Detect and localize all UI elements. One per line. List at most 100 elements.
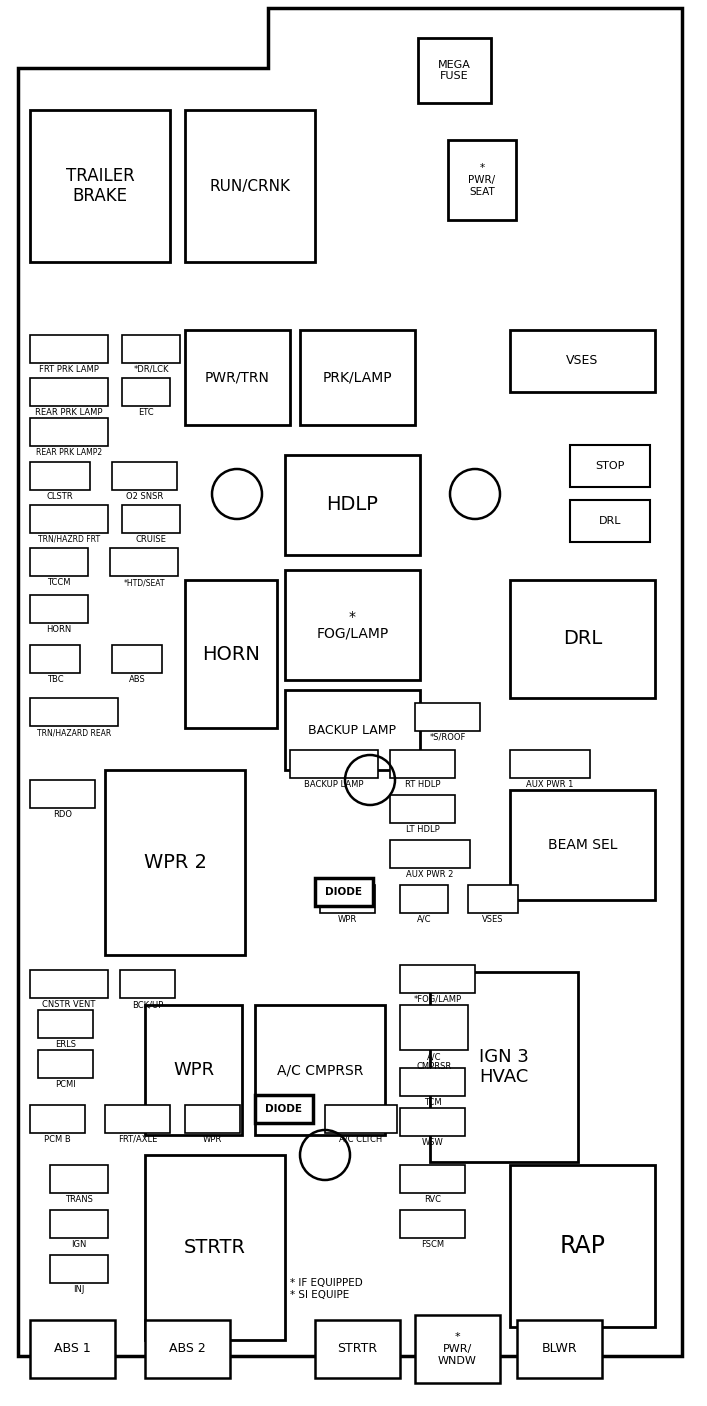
Bar <box>122 378 170 406</box>
Bar <box>255 1005 385 1135</box>
Text: RAP: RAP <box>559 1234 605 1258</box>
Text: PCMI: PCMI <box>55 1080 76 1090</box>
Bar <box>390 794 455 823</box>
Text: RDO: RDO <box>53 810 72 820</box>
Bar <box>400 1211 465 1239</box>
Text: A/C CMPRSR: A/C CMPRSR <box>277 1063 363 1077</box>
Bar <box>110 548 178 576</box>
Bar <box>30 110 170 262</box>
Bar <box>50 1256 108 1284</box>
Bar <box>320 884 375 912</box>
Text: ETC: ETC <box>138 408 154 418</box>
Text: WPR: WPR <box>203 1135 222 1144</box>
Bar <box>415 703 480 731</box>
Text: BEAM SEL: BEAM SEL <box>548 838 617 852</box>
Text: FSCM: FSCM <box>421 1240 444 1249</box>
Text: BCK/UP: BCK/UP <box>132 1000 163 1010</box>
Bar <box>185 581 277 728</box>
Text: WPR: WPR <box>338 915 357 924</box>
Text: BACKUP LAMP: BACKUP LAMP <box>308 724 397 737</box>
Text: A/C: A/C <box>416 915 431 924</box>
Text: CNSTR VENT: CNSTR VENT <box>42 1000 95 1010</box>
Bar <box>400 884 448 912</box>
Text: *HTD/SEAT: *HTD/SEAT <box>123 578 165 586</box>
Text: *
PWR/
WNDW: * PWR/ WNDW <box>438 1333 477 1365</box>
Text: A/C
CMPRSR: A/C CMPRSR <box>416 1052 452 1071</box>
Bar <box>468 884 518 912</box>
Bar <box>390 839 470 868</box>
Text: ERLS: ERLS <box>55 1040 76 1049</box>
Text: AUX PWR 1: AUX PWR 1 <box>526 780 573 789</box>
Bar <box>510 749 590 778</box>
Bar <box>400 1108 465 1136</box>
Bar <box>112 463 177 491</box>
Bar <box>30 1320 115 1378</box>
Text: *DR/LCK: *DR/LCK <box>133 366 169 374</box>
Bar <box>30 697 118 725</box>
Bar <box>50 1166 108 1194</box>
Bar <box>30 970 108 998</box>
Bar <box>185 110 315 262</box>
Text: STOP: STOP <box>595 461 625 471</box>
Bar <box>300 330 415 425</box>
Text: HORN: HORN <box>47 626 71 634</box>
Bar <box>510 330 655 392</box>
Bar <box>30 645 80 673</box>
Bar <box>30 548 88 576</box>
Bar <box>570 446 650 486</box>
Bar <box>290 749 378 778</box>
Text: WPR: WPR <box>173 1062 214 1078</box>
Text: TBC: TBC <box>47 675 64 683</box>
Bar <box>30 505 108 533</box>
Text: BACKUP LAMP: BACKUP LAMP <box>304 780 363 789</box>
Bar <box>400 1069 465 1097</box>
Text: DIODE: DIODE <box>325 887 363 897</box>
Text: FRT/AXLE: FRT/AXLE <box>118 1135 157 1144</box>
Bar <box>185 330 290 425</box>
Bar <box>285 690 420 770</box>
Text: ABS 1: ABS 1 <box>54 1343 91 1355</box>
Bar <box>105 770 245 955</box>
Bar <box>30 418 108 446</box>
Text: VSES: VSES <box>566 354 599 367</box>
Text: TRAILER
BRAKE: TRAILER BRAKE <box>66 166 134 205</box>
Bar <box>145 1005 242 1135</box>
Text: FRT PRK LAMP: FRT PRK LAMP <box>39 366 99 374</box>
Text: WPR 2: WPR 2 <box>144 853 206 872</box>
Bar <box>30 463 90 491</box>
Bar <box>112 645 162 673</box>
Text: STRTR: STRTR <box>184 1239 246 1257</box>
Text: AUX PWR 2: AUX PWR 2 <box>407 870 454 879</box>
Text: ABS 2: ABS 2 <box>169 1343 206 1355</box>
Bar <box>570 501 650 541</box>
Text: RVC: RVC <box>424 1195 441 1204</box>
Text: *S/ROOF: *S/ROOF <box>429 733 466 742</box>
Text: * IF EQUIPPED
* SI EQUIPE: * IF EQUIPPED * SI EQUIPE <box>290 1278 363 1299</box>
Text: REAR PRK LAMP: REAR PRK LAMP <box>35 408 103 418</box>
Text: INJ: INJ <box>74 1285 85 1294</box>
Bar <box>30 335 108 363</box>
Bar <box>105 1105 170 1133</box>
Text: WSW: WSW <box>421 1137 443 1147</box>
Bar <box>255 1095 313 1123</box>
Bar <box>285 569 420 681</box>
Bar <box>400 1166 465 1194</box>
Text: TRN/HAZRD FRT: TRN/HAZRD FRT <box>38 536 100 544</box>
Text: IGN 3
HVAC: IGN 3 HVAC <box>479 1047 529 1087</box>
Bar <box>448 141 516 219</box>
Bar <box>315 877 373 905</box>
Text: TCCM: TCCM <box>47 578 71 586</box>
Bar <box>145 1154 285 1340</box>
Text: *
PWR/
SEAT: * PWR/ SEAT <box>469 163 496 197</box>
Bar <box>415 1315 500 1384</box>
Text: MEGA
FUSE: MEGA FUSE <box>438 59 471 82</box>
Bar <box>510 790 655 900</box>
Text: CLSTR: CLSTR <box>47 492 74 501</box>
Text: TRN/HAZARD REAR: TRN/HAZARD REAR <box>37 728 111 737</box>
Bar <box>418 38 491 103</box>
Text: RUN/CRNK: RUN/CRNK <box>209 179 291 194</box>
Text: CRUISE: CRUISE <box>136 536 166 544</box>
Text: RT HDLP: RT HDLP <box>404 780 440 789</box>
Bar <box>315 1320 400 1378</box>
Bar <box>285 456 420 555</box>
